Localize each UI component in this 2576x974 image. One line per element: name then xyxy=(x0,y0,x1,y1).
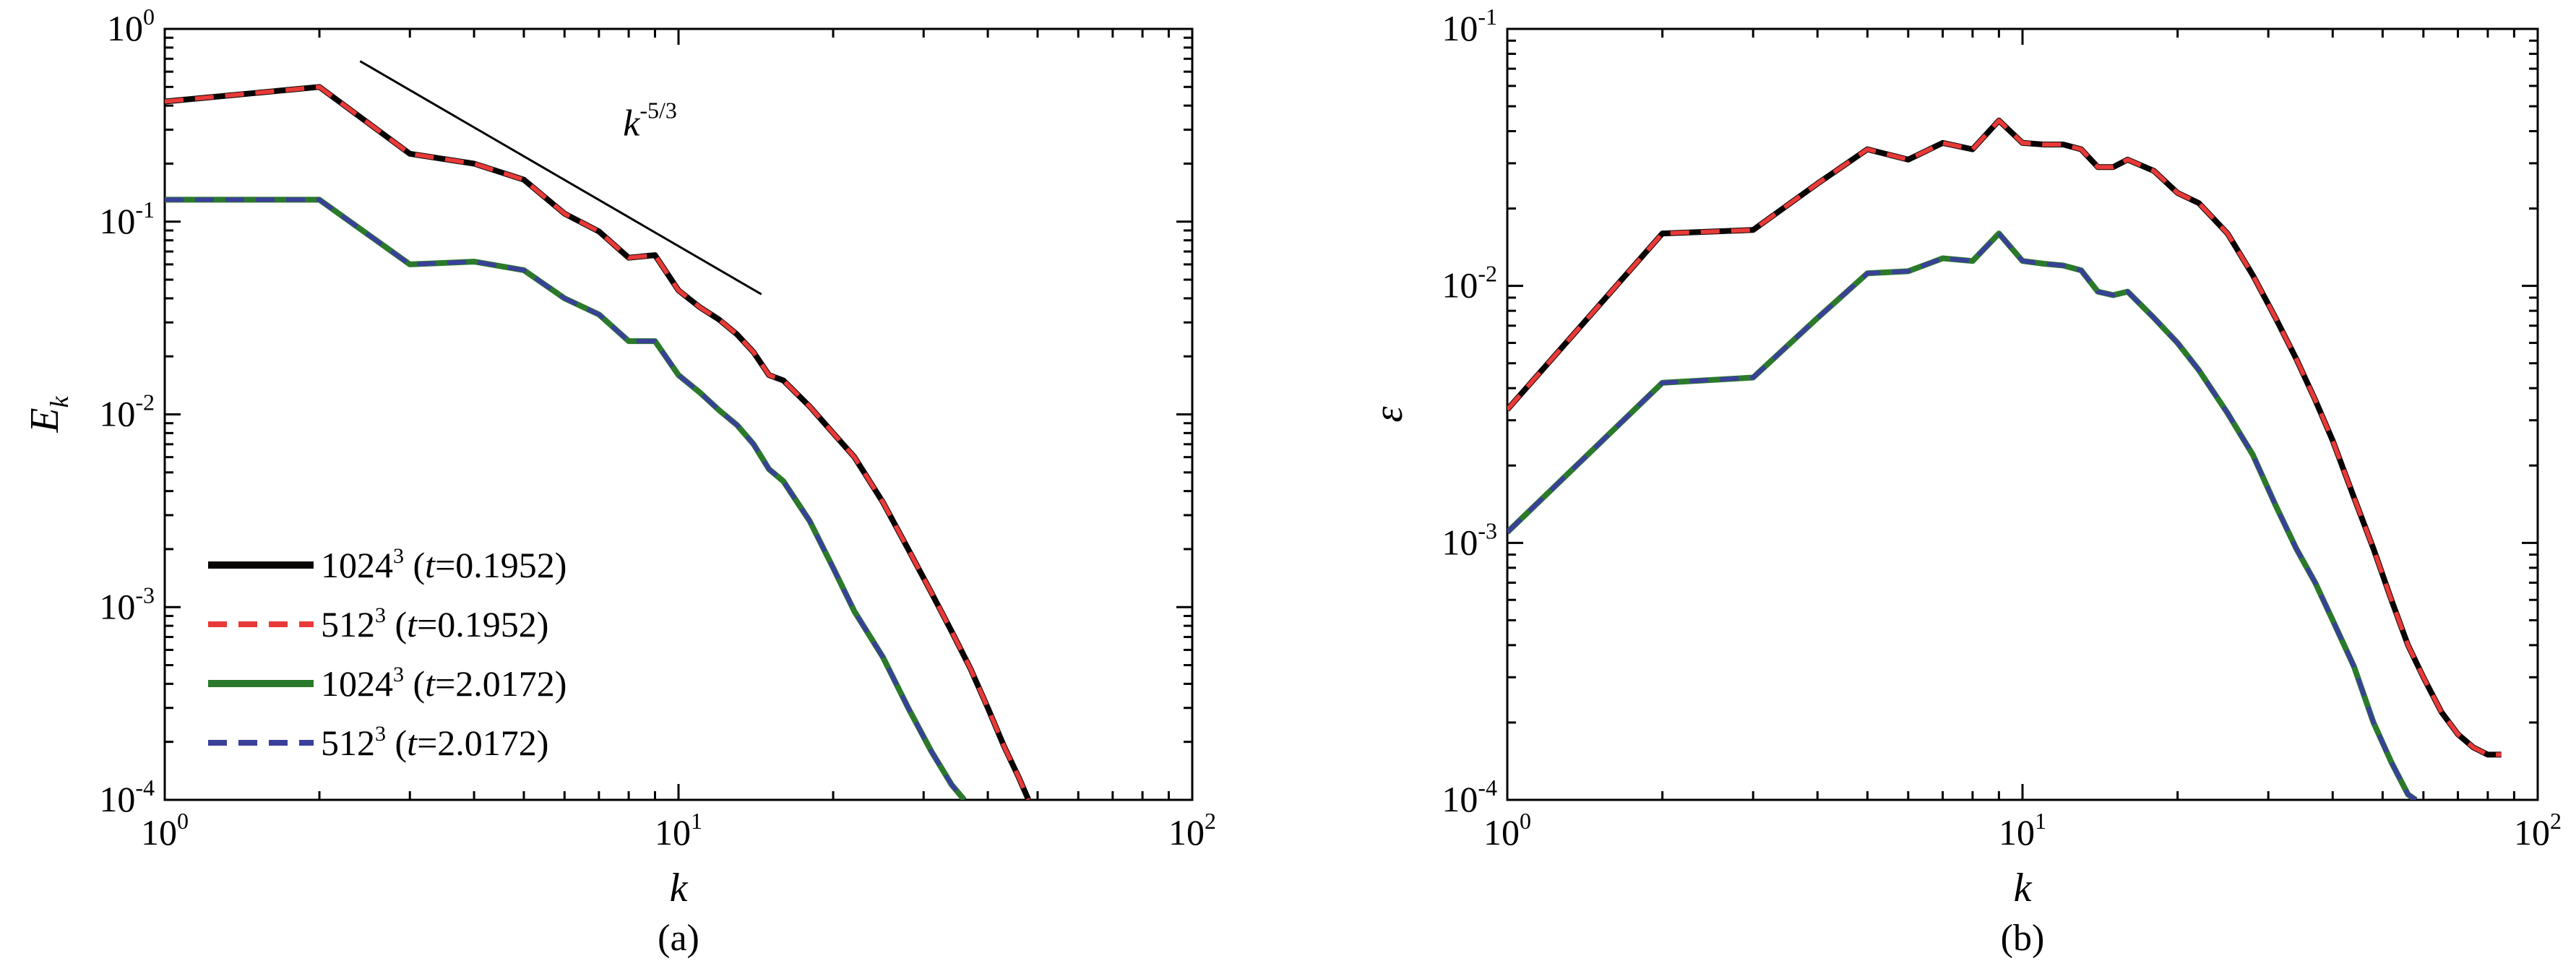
x-tick-label: 100 xyxy=(1483,808,1531,853)
y-axis-label: ε xyxy=(1366,406,1411,423)
legend: 10243 (t=0.1952) 5123 (t=0.1952) 10243 (t=… xyxy=(208,544,567,763)
panel-label: (b) xyxy=(2001,918,2045,959)
legend-label-2: 5123 (t=0.1952) xyxy=(321,603,548,645)
series-group xyxy=(1507,117,2502,800)
x-tick-label: 100 xyxy=(141,808,189,853)
series-group xyxy=(165,84,1032,800)
y-tick-label: 10-1 xyxy=(1442,4,1497,48)
x-tick-label: 101 xyxy=(655,808,702,853)
y-tick-label: 100 xyxy=(107,4,155,48)
y-tick-label: 10-2 xyxy=(1442,261,1497,306)
y-tick-label: 10-1 xyxy=(99,197,155,241)
x-axis-label: k xyxy=(670,866,689,910)
series-line-4 xyxy=(1507,231,2418,800)
y-tick-label: 10-3 xyxy=(1442,517,1497,562)
y-tick-label: 10-4 xyxy=(1442,775,1497,819)
y-tick-label: 10-2 xyxy=(99,389,155,434)
legend-label-3: 10243 (t=2.0172) xyxy=(321,663,567,704)
series-line-2 xyxy=(165,85,1031,800)
panel-label: (a) xyxy=(658,918,699,959)
plot-frame xyxy=(163,27,1194,801)
series-line-2 xyxy=(1507,118,2502,757)
series-line-4 xyxy=(165,197,966,800)
x-tick-label: 102 xyxy=(1168,808,1216,853)
legend-label-4: 5123 (t=2.0172) xyxy=(321,722,548,763)
y-tick-label: 10-3 xyxy=(99,582,155,626)
x-tick-label: 102 xyxy=(2514,808,2562,853)
slope-reference-line xyxy=(359,60,762,296)
x-axis-label: k xyxy=(2014,866,2033,910)
legend-label-1: 10243 (t=0.1952) xyxy=(321,544,567,585)
y-tick-label: 10-4 xyxy=(99,775,155,819)
x-tick-label: 101 xyxy=(1999,808,2046,853)
panel-b: 100 101 102 10-4 10-3 10-2 10-1 k ε (b) xyxy=(1366,4,2562,959)
panel-a: 100 101 102 10-4 10-3 10-2 10-1 100 k Ek (a) k-5/3 1… xyxy=(22,4,1216,959)
series-line-3 xyxy=(165,197,967,800)
y-axis-label: Ek xyxy=(22,395,74,433)
slope-annotation: k-5/3 xyxy=(623,97,677,144)
